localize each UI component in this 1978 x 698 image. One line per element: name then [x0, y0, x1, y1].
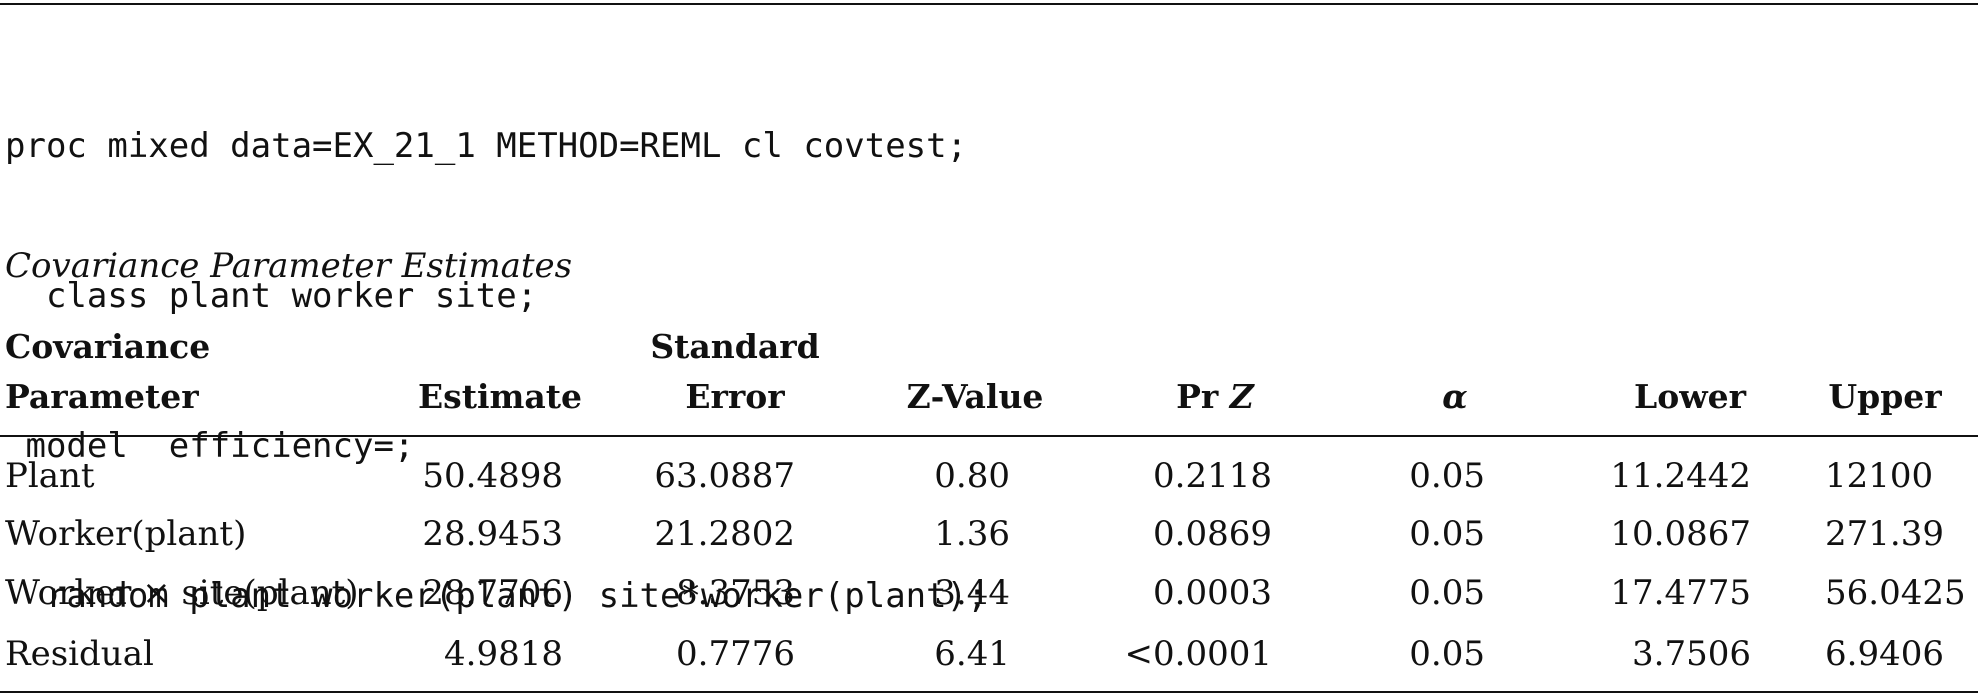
sas-code-block: proc mixed data=EX_21_1 METHOD=REML cl c… [5, 21, 988, 671]
header-standard-error: Standard Error [630, 322, 840, 422]
cell-zvalue: 1.36 [934, 514, 1010, 554]
header-prz-italic: Z [1229, 377, 1254, 416]
cell-zvalue: 3.44 [934, 573, 1010, 613]
header-estimate-label: Estimate [417, 377, 583, 416]
cell-stderr: 8.3753 [676, 573, 795, 613]
header-z-value: Z-Value [880, 372, 1070, 422]
cell-stderr: 0.7776 [676, 634, 795, 674]
cell-estimate: 4.9818 [444, 634, 563, 674]
header-upper: Upper [1805, 372, 1965, 422]
cell-parameter: Residual [5, 634, 154, 674]
cell-estimate: 28.7706 [422, 573, 563, 613]
header-parameter-line2: Parameter [5, 377, 199, 416]
header-alpha-symbol: α [1442, 377, 1468, 416]
cell-upper: 271.39 [1825, 514, 1944, 554]
code-line: random plant worker(plant) site*worker(p… [5, 576, 988, 616]
header-stderr-line1: Standard [650, 327, 820, 366]
bottom-rule [0, 691, 1978, 693]
cell-lower: 3.7506 [1632, 634, 1751, 674]
header-estimate: Estimate [395, 372, 605, 422]
cell-stderr: 21.2802 [654, 514, 795, 554]
header-zvalue-label: Z-Value [906, 377, 1044, 416]
cell-parameter: Worker(plant) [5, 514, 247, 554]
cell-prz: 0.2118 [1153, 456, 1272, 496]
cell-estimate: 50.4898 [422, 456, 563, 496]
cell-prz: <0.0001 [1124, 634, 1272, 674]
header-pr-z: Pr Z [1130, 372, 1300, 422]
cell-alpha: 0.05 [1409, 634, 1485, 674]
cell-upper: 12100 [1825, 456, 1934, 496]
header-prz-prefix: Pr [1176, 377, 1230, 416]
top-rule [0, 3, 1978, 5]
header-parameter: Covariance Parameter [5, 322, 210, 422]
cell-alpha: 0.05 [1409, 514, 1485, 554]
cell-parameter: Plant [5, 456, 95, 496]
cell-upper: 6.9406 [1825, 634, 1944, 674]
table-caption: Covariance Parameter Estimates [5, 246, 573, 286]
cell-parameter: Worker × site(plant) [5, 573, 359, 613]
cell-prz: 0.0869 [1153, 514, 1272, 554]
cell-zvalue: 0.80 [934, 456, 1010, 496]
header-lower-label: Lower [1633, 377, 1746, 416]
cell-lower: 10.0867 [1610, 514, 1751, 554]
header-parameter-line1: Covariance [5, 327, 211, 366]
header-rule [0, 435, 1978, 437]
header-alpha: α [1405, 372, 1505, 422]
cell-zvalue: 6.41 [934, 634, 1010, 674]
header-lower: Lower [1600, 372, 1780, 422]
cell-alpha: 0.05 [1409, 456, 1485, 496]
code-line: model efficiency=; [5, 426, 415, 466]
cell-estimate: 28.9453 [422, 514, 563, 554]
cell-lower: 17.4775 [1610, 573, 1751, 613]
header-stderr-line2: Error [685, 377, 785, 416]
code-line: class plant worker site; [5, 276, 538, 316]
code-line: proc mixed data=EX_21_1 METHOD=REML cl c… [5, 126, 968, 166]
header-upper-label: Upper [1828, 377, 1942, 416]
cell-lower: 11.2442 [1610, 456, 1751, 496]
cell-stderr: 63.0887 [654, 456, 795, 496]
cell-prz: 0.0003 [1153, 573, 1272, 613]
cell-upper: 56.0425 [1825, 573, 1966, 613]
cell-alpha: 0.05 [1409, 573, 1485, 613]
